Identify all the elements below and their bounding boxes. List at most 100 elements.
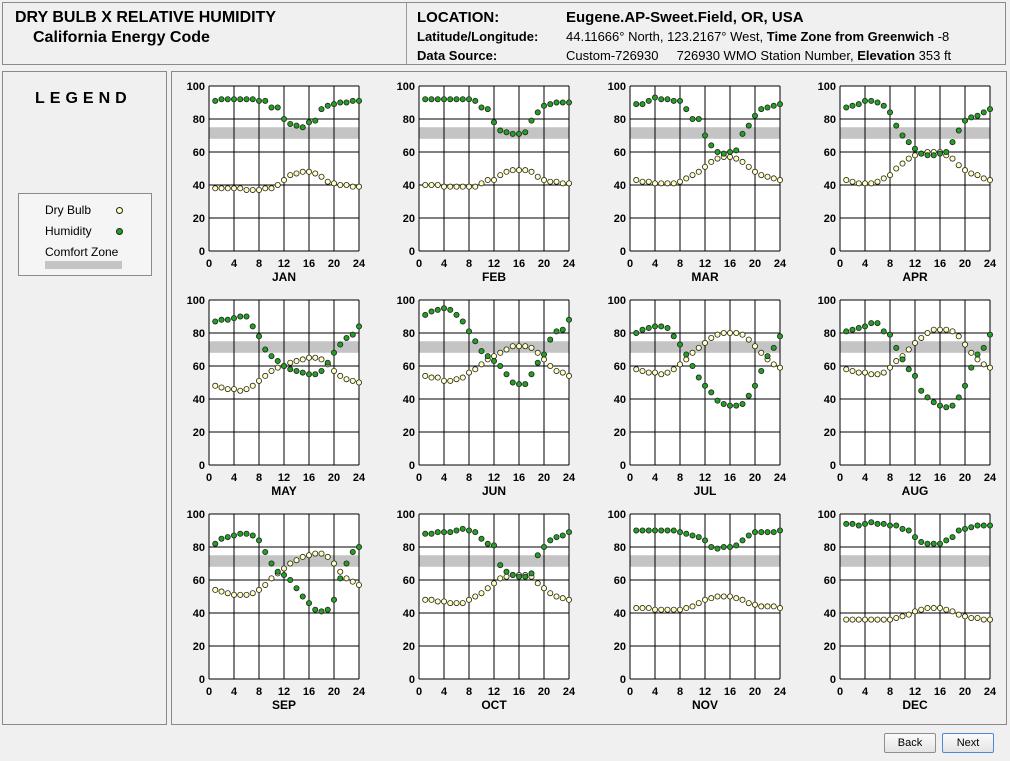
humidity-point	[447, 306, 454, 313]
drybulb-point	[330, 367, 337, 374]
drybulb-point	[874, 371, 881, 378]
drybulb-point	[280, 565, 287, 572]
drybulb-point	[428, 596, 435, 603]
x-tick-label: 20	[538, 686, 550, 698]
drybulb-point	[305, 168, 312, 175]
latlon-label: Latitude/Longitude:	[417, 29, 539, 44]
drybulb-point	[727, 153, 734, 160]
drybulb-point	[509, 343, 516, 350]
humidity-point	[280, 572, 287, 579]
x-tick-label: 16	[724, 472, 736, 484]
drybulb-point	[287, 359, 294, 366]
x-tick-label: 4	[862, 686, 869, 698]
y-tick-label: 80	[193, 542, 205, 554]
humidity-point	[633, 101, 640, 108]
drybulb-point	[962, 167, 969, 174]
drybulb-point	[547, 178, 554, 185]
humidity-point	[874, 320, 881, 327]
drybulb-point	[943, 326, 950, 333]
y-tick-label: 80	[403, 114, 415, 126]
humidity-point	[465, 96, 472, 103]
x-tick-label: 0	[627, 258, 633, 270]
y-tick-label: 100	[187, 81, 205, 93]
drybulb-point	[355, 183, 362, 190]
x-tick-label: 0	[206, 258, 212, 270]
drybulb-point	[312, 550, 319, 557]
humidity-point	[522, 129, 529, 136]
drybulb-point	[343, 181, 350, 188]
humidity-point	[343, 560, 350, 567]
y-tick-label: 60	[403, 575, 415, 587]
drybulb-point	[664, 606, 671, 613]
drybulb-point	[422, 181, 429, 188]
drybulb-point	[534, 173, 541, 180]
x-tick-label: 8	[466, 258, 472, 270]
drybulb-point	[503, 346, 510, 353]
humidity-point	[434, 529, 441, 536]
y-tick-label: 100	[397, 295, 415, 307]
drybulb-point	[849, 616, 856, 623]
x-tick-label: 20	[959, 686, 971, 698]
y-tick-label: 20	[824, 641, 836, 653]
drybulb-point	[720, 593, 727, 600]
drybulb-point	[459, 600, 466, 607]
drybulb-point	[980, 361, 987, 368]
humidity-point	[874, 99, 881, 106]
humidity-point	[893, 522, 900, 529]
next-button[interactable]: Next	[942, 733, 994, 753]
humidity-point	[324, 606, 331, 613]
x-tick-label: 12	[699, 258, 711, 270]
drybulb-point	[849, 178, 856, 185]
drybulb-point	[987, 616, 994, 623]
drybulb-point	[490, 353, 497, 360]
humidity-point	[559, 326, 566, 333]
drybulb-point	[243, 591, 250, 598]
drybulb-point	[330, 180, 337, 187]
drybulb-point	[484, 585, 491, 592]
drybulb-point	[268, 367, 275, 374]
drybulb-point	[497, 575, 504, 582]
drybulb-point	[770, 175, 777, 182]
humidity-point	[318, 106, 325, 113]
humidity-point	[299, 593, 306, 600]
humidity-point	[330, 596, 337, 603]
humidity-point	[689, 362, 696, 369]
humidity-point	[683, 351, 690, 358]
humidity-point	[528, 117, 535, 124]
humidity-point	[528, 371, 535, 378]
month-label-jan: JAN	[272, 270, 296, 284]
legend-drybulb-marker	[116, 207, 123, 214]
drybulb-point	[553, 178, 560, 185]
drybulb-point	[893, 358, 900, 365]
drybulb-point	[980, 175, 987, 182]
y-tick-label: 0	[199, 674, 205, 686]
drybulb-point	[249, 382, 256, 389]
drybulb-point	[459, 183, 466, 190]
drybulb-point	[843, 177, 850, 184]
drybulb-point	[714, 593, 721, 600]
drybulb-point	[962, 341, 969, 348]
humidity-point	[955, 394, 962, 401]
x-tick-label: 16	[303, 258, 315, 270]
humidity-point	[764, 104, 771, 111]
back-button[interactable]: Back	[884, 733, 936, 753]
latlon-row: 44.11666° North, 123.2167° West, Time Zo…	[566, 29, 949, 44]
humidity-point	[534, 552, 541, 559]
humidity-point	[777, 333, 784, 340]
x-tick-label: 24	[563, 258, 576, 270]
drybulb-point	[855, 369, 862, 376]
y-tick-label: 40	[403, 608, 415, 620]
humidity-point	[862, 97, 869, 104]
humidity-point	[212, 540, 219, 547]
humidity-point	[880, 102, 887, 109]
x-tick-label: 16	[513, 472, 525, 484]
month-label-mar: MAR	[691, 270, 719, 284]
y-tick-label: 40	[403, 180, 415, 192]
drybulb-point	[324, 553, 331, 560]
humidity-point	[447, 96, 454, 103]
x-tick-label: 20	[749, 686, 761, 698]
drybulb-point	[633, 177, 640, 184]
x-tick-label: 0	[416, 472, 422, 484]
humidity-point	[868, 519, 875, 526]
drybulb-point	[343, 376, 350, 383]
